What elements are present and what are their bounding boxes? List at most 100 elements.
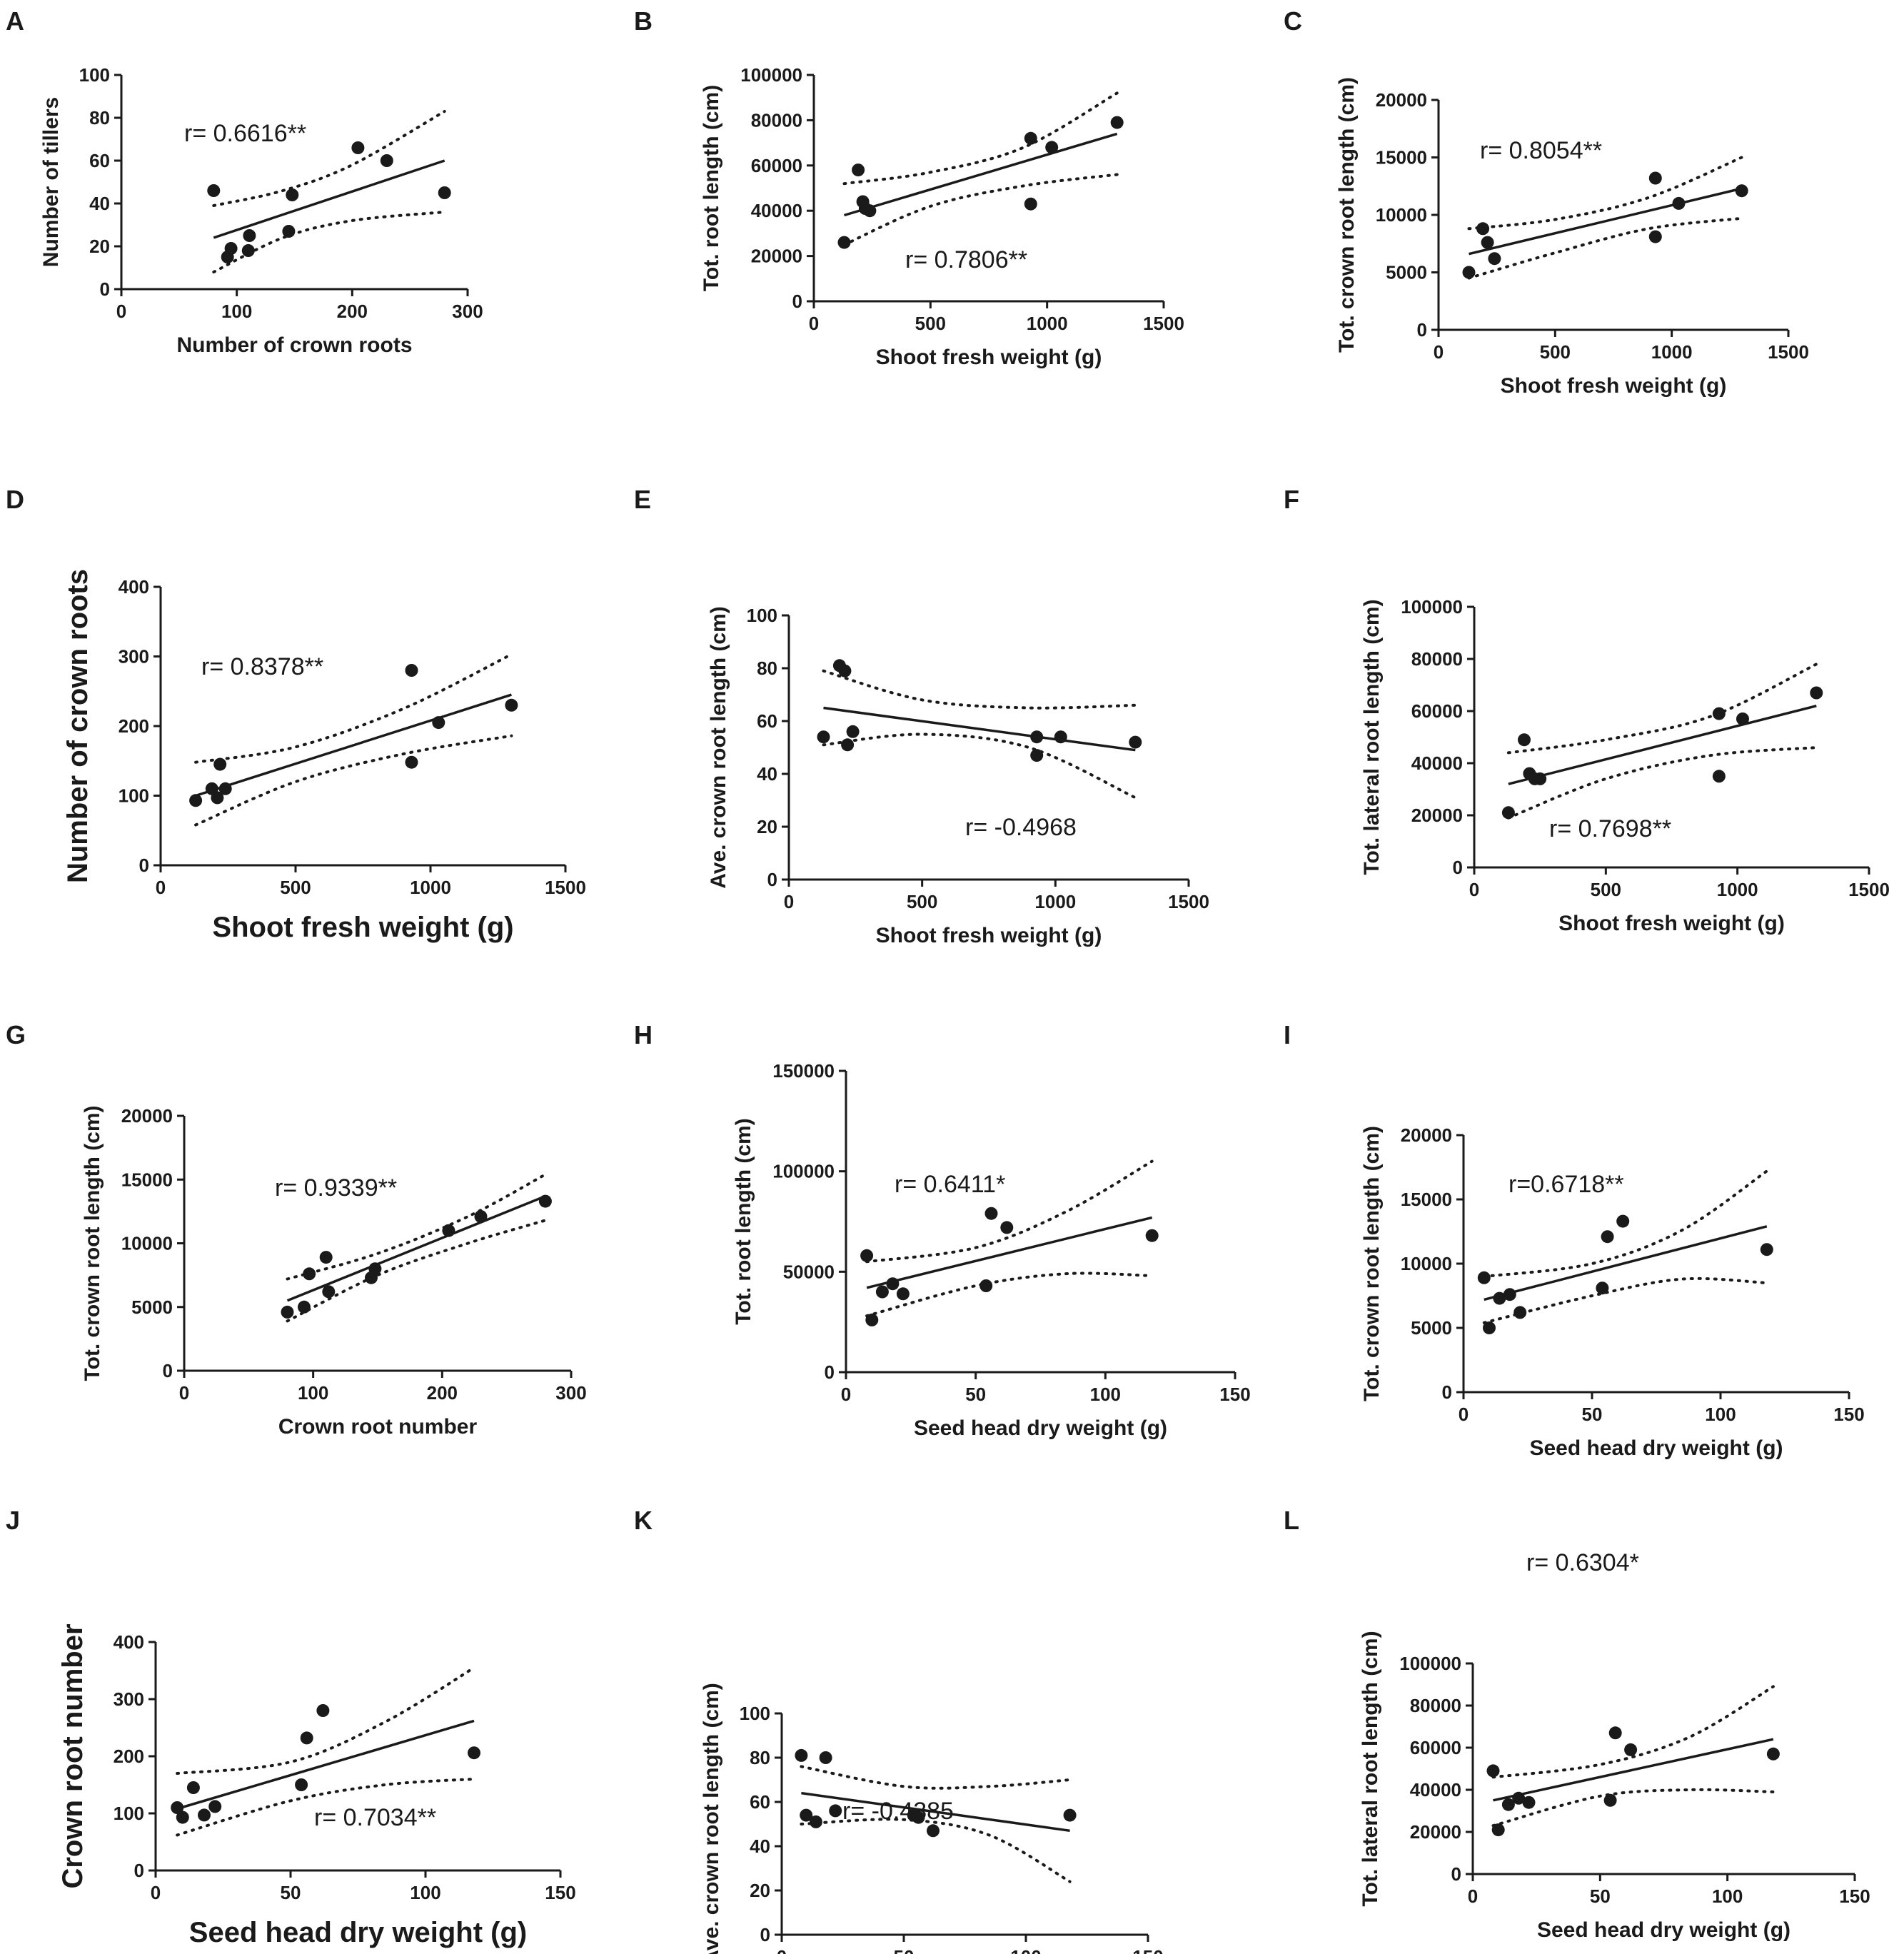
- x-tick-label: 0: [151, 1882, 161, 1903]
- x-tick-label: 50: [1590, 1885, 1611, 1907]
- data-point: [984, 1207, 998, 1220]
- x-axis-label: Shoot fresh weight (g): [876, 924, 1102, 947]
- ci-lower-line: [1482, 1276, 1768, 1324]
- x-tick-label: 0: [784, 891, 794, 912]
- data-point: [1712, 707, 1726, 720]
- data-point: [846, 725, 860, 738]
- x-tick-label: 500: [1591, 879, 1621, 900]
- panel-h: H 0 50 100 150 0 50000 100000 150000 Seed head dr…: [634, 1020, 1251, 1440]
- y-axis-label: Tot. crown root length (cm): [1360, 1126, 1384, 1401]
- y-tick-label: 100000: [772, 1161, 835, 1182]
- ci-lower-line: [1467, 216, 1743, 280]
- data-point: [1608, 1726, 1622, 1740]
- x-tick-label: 1500: [545, 877, 586, 898]
- x-tick-label: 0: [809, 313, 819, 334]
- correlation-label: r= 0.6411*: [895, 1171, 1005, 1198]
- x-tick-label: 100: [221, 301, 252, 322]
- data-point: [841, 738, 855, 752]
- y-tick-label: 20: [89, 236, 110, 257]
- y-tick-label: 20: [750, 1880, 770, 1901]
- data-point: [351, 141, 365, 154]
- correlation-label: r= 0.8054**: [1480, 137, 1602, 164]
- panel-l: L 0 50 100 150 0 20000 40000 60000 80000 100000 See…: [1284, 1506, 1870, 1942]
- panel-letter: J: [6, 1506, 20, 1535]
- data-point: [298, 1300, 311, 1314]
- x-tick-label: 500: [907, 891, 937, 912]
- data-point: [795, 1748, 808, 1762]
- data-point: [1000, 1221, 1014, 1234]
- y-tick-label: 0: [825, 1361, 835, 1383]
- y-axis-label: Ave. crown root length (cm): [707, 606, 730, 889]
- y-tick-label: 80: [750, 1747, 770, 1768]
- data-point: [1054, 730, 1067, 744]
- y-tick-label: 10000: [1376, 204, 1427, 226]
- data-point: [1766, 1747, 1780, 1761]
- y-tick-label: 100000: [740, 64, 802, 86]
- x-tick-label: 1500: [1143, 313, 1184, 334]
- data-point: [442, 1224, 455, 1237]
- ci-upper-line: [176, 1666, 475, 1775]
- correlation-label: r= -0.4385: [842, 1798, 954, 1825]
- correlation-label: r= 0.6616**: [184, 120, 306, 147]
- panel-letter: A: [6, 6, 24, 36]
- panel-i: I 0 50 100 150 0 5000 10000 15000 20000 Seed head …: [1284, 1020, 1865, 1460]
- data-point: [1735, 184, 1748, 198]
- data-point: [405, 755, 418, 769]
- data-point: [1513, 1306, 1527, 1319]
- data-point: [207, 184, 221, 197]
- data-point: [875, 1285, 889, 1299]
- y-tick-label: 0: [1417, 319, 1427, 341]
- data-point: [1533, 772, 1547, 785]
- data-point: [316, 1704, 330, 1717]
- y-tick-label: 200: [114, 1746, 144, 1767]
- y-tick-label: 15000: [1376, 147, 1427, 168]
- data-point: [863, 204, 877, 218]
- x-tick-label: 150: [1219, 1384, 1250, 1405]
- x-tick-label: 50: [281, 1882, 301, 1903]
- data-point: [896, 1287, 910, 1301]
- data-point: [837, 236, 851, 249]
- data-point: [1129, 735, 1142, 749]
- x-tick-label: 1000: [1717, 879, 1758, 900]
- y-tick-label: 5000: [131, 1296, 173, 1318]
- y-axis-label: Tot. root length (cm): [700, 85, 723, 291]
- y-tick-label: 100: [79, 64, 110, 86]
- correlation-label: r= -0.4968: [965, 814, 1077, 841]
- y-tick-label: 15000: [1401, 1189, 1452, 1210]
- data-point: [208, 1800, 222, 1813]
- y-tick-label: 0: [1442, 1381, 1452, 1403]
- y-tick-label: 300: [119, 646, 149, 668]
- x-axis-label: Seed head dry weight (g): [1529, 1436, 1783, 1460]
- data-point: [1648, 230, 1662, 243]
- x-tick-label: 1500: [1168, 891, 1209, 912]
- correlation-label: r= 0.7034**: [314, 1804, 436, 1831]
- x-axis-label: Crown root number: [278, 1415, 478, 1439]
- data-point: [1483, 1321, 1496, 1334]
- y-tick-label: 50000: [783, 1261, 835, 1282]
- y-axis-label: Number of crown roots: [62, 569, 94, 883]
- data-point: [1503, 1288, 1516, 1301]
- x-tick-label: 0: [777, 1946, 787, 1954]
- y-tick-label: 80000: [1411, 648, 1463, 670]
- panel-letter: K: [634, 1506, 653, 1535]
- y-tick-label: 100: [119, 785, 149, 807]
- x-tick-label: 200: [427, 1382, 458, 1404]
- regression-line: [195, 693, 512, 797]
- ci-upper-line: [865, 1159, 1154, 1264]
- x-axis-label: Seed head dry weight (g): [189, 1917, 527, 1948]
- panel-d: D 0 500 1000 1500 0 100 200 300 400 Shoot fresh we…: [6, 485, 586, 943]
- data-point: [505, 698, 518, 712]
- x-axis-label: Shoot fresh weight (g): [212, 912, 513, 943]
- panel-letter: L: [1284, 1506, 1299, 1535]
- y-tick-label: 0: [134, 1860, 144, 1881]
- correlation-label: r= 0.8378**: [201, 653, 323, 680]
- y-axis-label: Tot. crown root length (cm): [1335, 77, 1359, 353]
- y-axis-label: Crown root number: [57, 1623, 89, 1888]
- regression-line: [843, 132, 1118, 217]
- data-point: [1603, 1793, 1617, 1807]
- data-point: [1488, 252, 1501, 266]
- data-point: [1648, 171, 1662, 185]
- data-point: [1486, 1764, 1500, 1778]
- y-tick-label: 0: [163, 1360, 173, 1381]
